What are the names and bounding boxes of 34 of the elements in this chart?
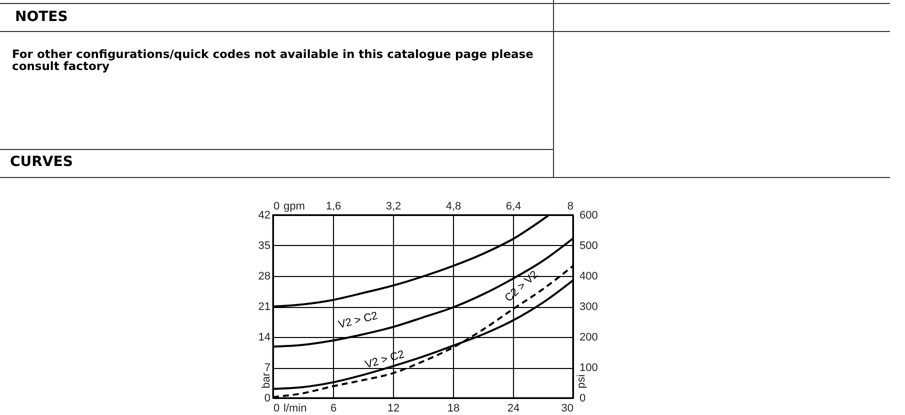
x-tick-label: 12 (387, 402, 400, 414)
y-tick-label: 28 (258, 270, 270, 282)
x-tick-label: 18 (447, 402, 460, 414)
y2-tick-label: 500 (580, 240, 598, 252)
x-tick-label: 0 (274, 402, 280, 414)
x2-tick-label: 1,6 (326, 200, 342, 212)
y2-tick-label: 600 (580, 210, 598, 222)
x2-tick-label: 4,8 (446, 200, 462, 212)
text: NOTES (15, 9, 68, 25)
text: For other configurations/quick codes not available in this catalogue page please consult factory (12, 47, 534, 73)
y-tick-label: 21 (258, 301, 270, 313)
y-tick-label: 7 (264, 362, 270, 374)
y2-tick-label: 300 (580, 301, 598, 313)
text: CURVES (10, 154, 73, 170)
y2-tick-label: 400 (580, 270, 598, 282)
x-tick-label: 30 (561, 402, 574, 414)
x2-axis-title: gpm (284, 200, 305, 212)
x-tick-label: 6 (330, 402, 337, 414)
x-tick-label: 24 (507, 402, 520, 414)
y-tick-label: 35 (258, 240, 270, 252)
y-tick-label: 14 (258, 332, 270, 344)
y-tick-label: 42 (258, 210, 270, 222)
x2-tick-label: 0 (274, 200, 280, 212)
annotation: V2 > C2 (337, 310, 379, 332)
y-axis-title: bar (260, 372, 272, 388)
x2-tick-label: 3,2 (386, 200, 402, 212)
x2-tick-label: 8 (567, 200, 574, 212)
y2-tick-label: 200 (580, 332, 598, 344)
y-tick-label: 0 (264, 392, 270, 404)
y2-axis-title: psi (576, 374, 588, 388)
x2-tick-label: 6,4 (506, 200, 522, 212)
y2-tick-label: 100 (580, 362, 598, 374)
x-axis-title: l/min (284, 402, 307, 414)
y2-tick-label: 0 (580, 392, 586, 404)
